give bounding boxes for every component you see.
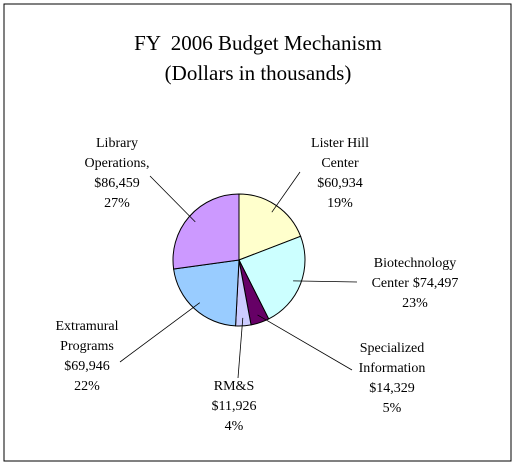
- chart-title: FY 2006 Budget Mechanism: [134, 31, 382, 55]
- value-label: $11,926: [212, 399, 257, 414]
- percent-label: 23%: [402, 296, 428, 311]
- category-label: Programs: [60, 339, 114, 354]
- slice-label: Library Operations, $86,459 27%: [85, 136, 150, 211]
- leader-line: [257, 314, 353, 371]
- value-label: $86,459: [94, 176, 140, 191]
- pie-slice: [172, 193, 240, 270]
- category-label: Lister Hill: [311, 136, 369, 151]
- category-label: RM&S: [214, 379, 254, 394]
- percent-label: 27%: [104, 196, 130, 211]
- category-label: Center: [372, 276, 410, 291]
- slice-label: RM&S $11,926 4%: [212, 379, 257, 434]
- chart-subtitle: (Dollars in thousands): [165, 61, 352, 85]
- category-label: Library: [96, 136, 138, 151]
- leader-line: [271, 171, 301, 213]
- slice-label: Biotechnology Center $74,497 23%: [372, 256, 459, 311]
- leader-line: [293, 280, 358, 283]
- pie-slice: [238, 235, 306, 320]
- percent-label: 5%: [383, 401, 402, 416]
- category-label: Center: [321, 156, 359, 171]
- value-label: $69,946: [64, 359, 110, 374]
- percent-label: 22%: [74, 379, 100, 394]
- category-label: Extramural: [56, 319, 119, 334]
- slice-label: Extramural Programs $69,946 22%: [56, 319, 119, 394]
- percent-label: 4%: [225, 419, 244, 434]
- value-label: $14,329: [369, 381, 415, 396]
- category-label: Specialized: [360, 341, 425, 356]
- pie-slice: [173, 259, 240, 327]
- leader-line: [119, 302, 201, 363]
- value-label: $60,934: [317, 176, 363, 191]
- slice-label: Specialized Information $14,329 5%: [359, 341, 426, 416]
- category-label: Information: [359, 361, 426, 376]
- percent-label: 19%: [327, 196, 353, 211]
- category-label: Biotechnology: [374, 256, 456, 271]
- category-label: Operations,: [85, 156, 150, 171]
- value-label: $74,497: [413, 276, 459, 291]
- leader-line: [149, 175, 196, 223]
- slice-label: Lister Hill Center $60,934 19%: [311, 136, 369, 211]
- leader-line: [237, 317, 244, 379]
